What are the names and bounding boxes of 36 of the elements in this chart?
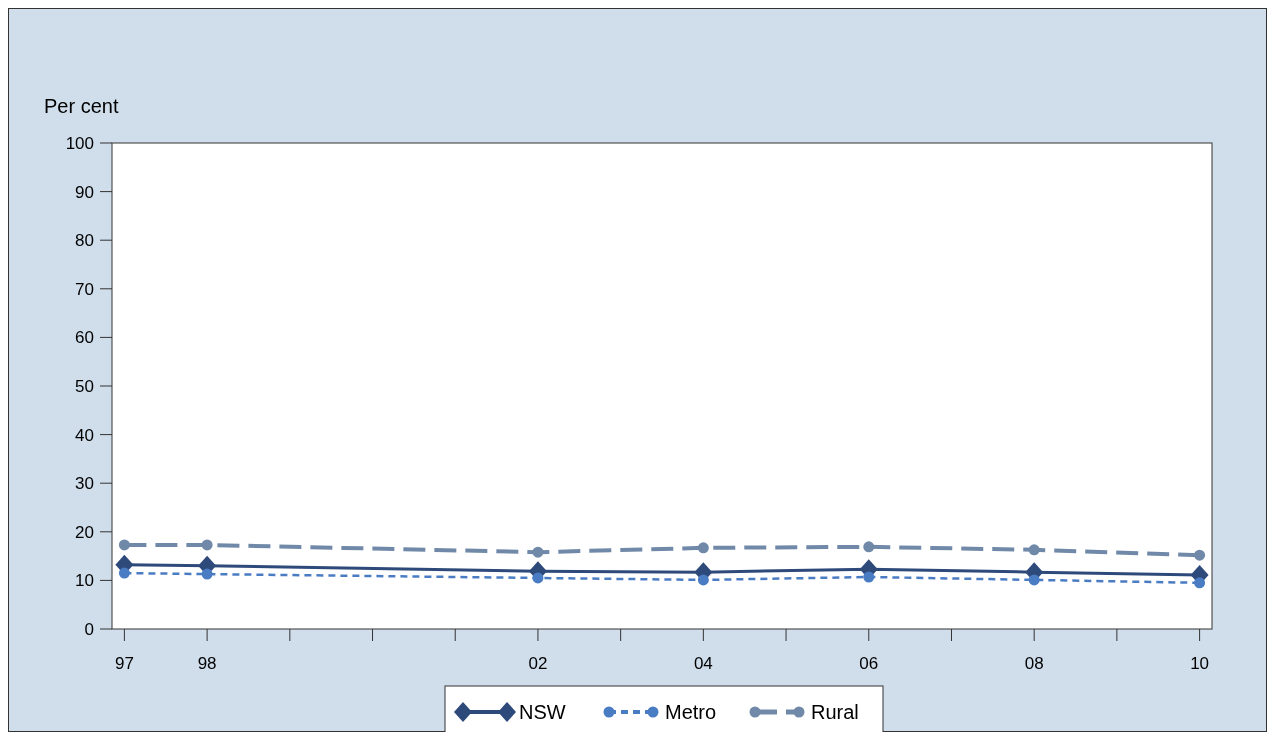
- point: [863, 571, 875, 583]
- point: [201, 568, 213, 580]
- legend-label: NSW: [519, 701, 566, 723]
- point: [532, 546, 544, 558]
- y-tick-label: 30: [75, 474, 94, 494]
- y-tick-label: 50: [75, 376, 94, 396]
- x-tick-label: 97: [114, 654, 134, 673]
- y-tick-label: 100: [65, 133, 94, 153]
- y-tick-label: 80: [75, 231, 94, 251]
- x-tick-label: 04: [693, 654, 713, 673]
- point: [1028, 544, 1040, 556]
- y-axis-title: Per cent: [44, 95, 119, 117]
- y-tick-label: 60: [75, 328, 94, 348]
- legend-label: Metro: [665, 701, 717, 723]
- point: [201, 539, 213, 551]
- x-tick-label: 08: [1024, 654, 1044, 673]
- x-tick-label: 10: [1190, 654, 1210, 673]
- y-tick-label: 70: [75, 279, 94, 299]
- legend-label: Rural: [811, 701, 859, 723]
- point: [1194, 577, 1206, 589]
- point: [863, 541, 875, 553]
- point: [697, 574, 709, 586]
- point: [1194, 549, 1206, 561]
- point: [118, 567, 130, 579]
- point: [697, 542, 709, 554]
- y-tick-label: 40: [75, 425, 94, 445]
- x-tick-label: 98: [197, 654, 217, 673]
- point: [118, 539, 130, 551]
- point: [532, 572, 544, 584]
- y-tick-label: 90: [75, 182, 94, 202]
- y-tick-label: 20: [75, 522, 94, 542]
- x-tick-label: 06: [859, 654, 879, 673]
- x-tick-label: 02: [528, 654, 548, 673]
- y-tick-label: 0: [84, 619, 94, 639]
- point: [1028, 574, 1040, 586]
- y-tick-label: 10: [75, 571, 94, 591]
